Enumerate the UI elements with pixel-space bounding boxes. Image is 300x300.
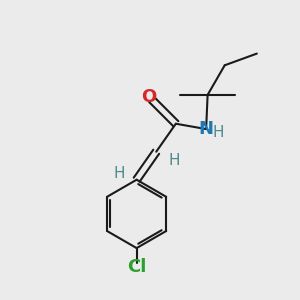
Text: H: H — [168, 153, 180, 168]
Text: O: O — [141, 88, 156, 106]
Text: Cl: Cl — [127, 258, 146, 276]
Text: H: H — [113, 166, 124, 181]
Text: N: N — [199, 120, 214, 138]
Text: H: H — [212, 124, 224, 140]
